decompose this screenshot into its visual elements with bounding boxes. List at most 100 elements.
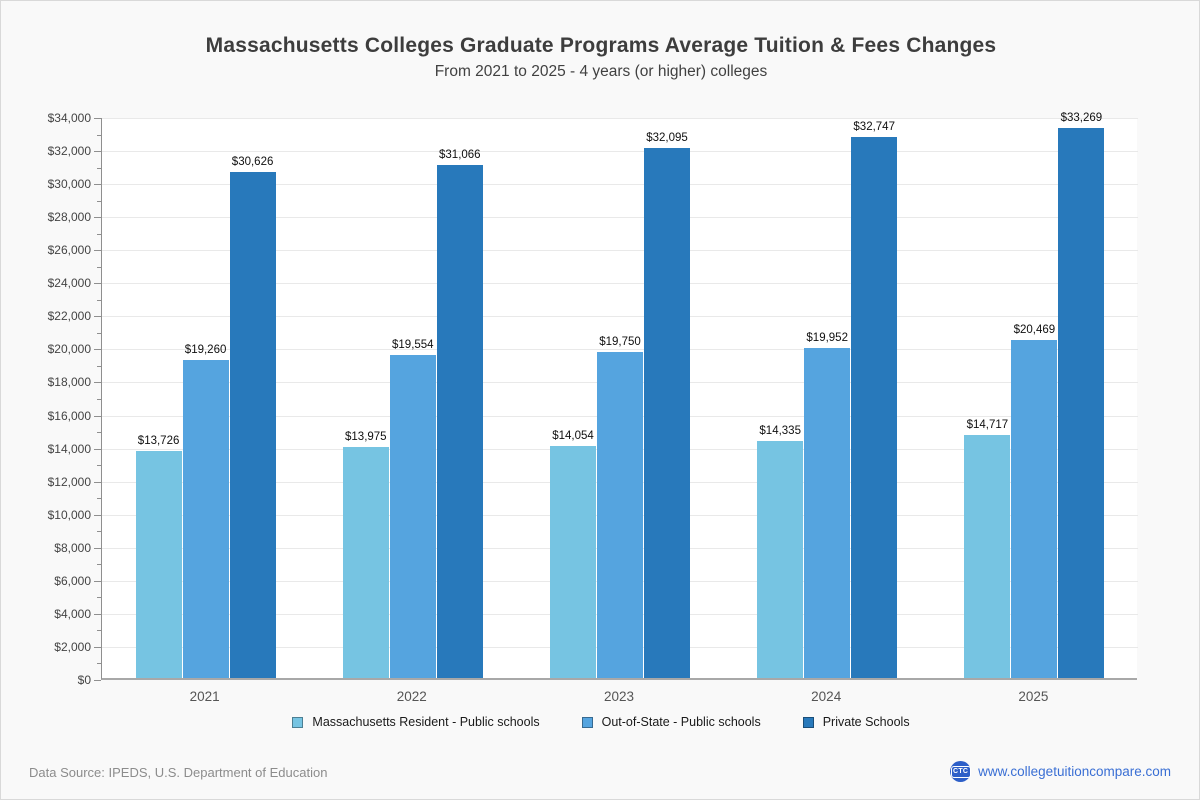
bar-value-label: $14,335 bbox=[759, 425, 801, 438]
y-major-tick bbox=[94, 118, 101, 119]
bar-value-label: $32,747 bbox=[853, 120, 895, 133]
y-minor-tick bbox=[97, 597, 101, 599]
y-axis-label: $34,000 bbox=[47, 111, 91, 125]
y-minor-tick bbox=[97, 332, 101, 334]
bar-value-label: $13,975 bbox=[345, 431, 387, 444]
y-axis-label: $24,000 bbox=[47, 276, 91, 291]
gridline bbox=[102, 250, 1138, 252]
y-minor-tick bbox=[97, 663, 101, 665]
x-axis-label-2021: 2021 bbox=[189, 689, 220, 704]
y-minor-tick bbox=[97, 134, 101, 136]
y-axis-label: $0 bbox=[77, 673, 91, 687]
y-major-tick bbox=[94, 580, 101, 582]
y-minor-tick bbox=[97, 465, 101, 467]
plot-area: $13,726 $19,260 $30,626 $13,975 $19,554 $31,0… bbox=[101, 112, 1138, 680]
y-major-tick bbox=[94, 316, 101, 318]
y-axis-label: $2,000 bbox=[54, 639, 91, 654]
bar-private-schools-2023[interactable] bbox=[644, 147, 690, 678]
bar-private-schools-2021[interactable] bbox=[229, 171, 276, 678]
bar-massachusetts-resident-public-schools-2021[interactable] bbox=[135, 451, 182, 678]
y-axis-label: $18,000 bbox=[47, 375, 91, 390]
y-axis-label: $10,000 bbox=[47, 507, 91, 522]
y-axis-label: $4,000 bbox=[54, 606, 91, 621]
y-axis-label: $32,000 bbox=[47, 144, 91, 159]
y-minor-tick bbox=[97, 564, 101, 566]
gridline bbox=[102, 217, 1138, 219]
y-major-tick bbox=[94, 646, 101, 648]
y-major-tick bbox=[94, 151, 101, 153]
y-axis-label: $6,000 bbox=[54, 573, 91, 588]
bar-value-label: $32,095 bbox=[646, 131, 688, 144]
bar-value-label: $20,469 bbox=[1013, 323, 1056, 336]
y-minor-tick bbox=[97, 200, 101, 202]
x-axis-label-2024: 2024 bbox=[811, 689, 842, 704]
bar-massachusetts-resident-public-schools-2022[interactable] bbox=[342, 447, 389, 678]
y-minor-tick bbox=[97, 531, 101, 533]
y-major-tick bbox=[94, 481, 101, 483]
y-major-tick bbox=[94, 217, 101, 219]
bar-value-label: $14,717 bbox=[966, 418, 1009, 431]
y-minor-tick bbox=[97, 266, 101, 268]
y-minor-tick bbox=[97, 498, 101, 500]
y-minor-tick bbox=[97, 233, 101, 235]
y-major-tick bbox=[94, 250, 101, 252]
legend-item-out-of-state-public-schools[interactable]: Out-of-State - Public schools bbox=[581, 715, 761, 729]
bar-value-label: $19,554 bbox=[392, 338, 434, 351]
x-axis-label-2025: 2025 bbox=[1018, 689, 1049, 704]
gridline bbox=[102, 283, 1138, 285]
bar-private-schools-2022[interactable] bbox=[436, 164, 483, 678]
bar-private-schools-2024[interactable] bbox=[851, 136, 898, 678]
x-axis-label-2023: 2023 bbox=[603, 689, 635, 704]
legend: Massachusetts Resident - Public schools O… bbox=[1, 715, 1199, 729]
bar-out-of-state-public-schools-2023[interactable] bbox=[597, 351, 643, 678]
y-axis-label: $26,000 bbox=[47, 243, 91, 258]
y-minor-tick bbox=[97, 299, 101, 301]
bar-out-of-state-public-schools-2022[interactable] bbox=[389, 354, 436, 678]
bar-massachusetts-resident-public-schools-2023[interactable] bbox=[550, 445, 596, 678]
bar-value-label: $19,750 bbox=[599, 335, 641, 348]
y-major-tick bbox=[94, 382, 101, 384]
legend-marker-icon bbox=[802, 716, 814, 728]
y-major-tick bbox=[94, 680, 101, 681]
legend-label: Massachusetts Resident - Public schools bbox=[312, 715, 540, 729]
legend-item-private-schools[interactable]: Private Schools bbox=[802, 715, 910, 729]
legend-marker-icon bbox=[292, 716, 304, 728]
bar-value-label: $31,066 bbox=[439, 148, 481, 161]
y-minor-tick bbox=[97, 432, 101, 434]
gridline bbox=[102, 151, 1138, 153]
bar-private-schools-2025[interactable] bbox=[1058, 128, 1105, 678]
data-source-note: Data Source: IPEDS, U.S. Department of E… bbox=[29, 765, 328, 780]
ctc-logo-icon: CTC bbox=[950, 761, 972, 782]
y-major-tick bbox=[94, 613, 101, 615]
bar-value-label: $30,626 bbox=[231, 155, 274, 168]
website-link[interactable]: CTC www.collegetuitioncompare.com bbox=[950, 761, 1171, 782]
bar-massachusetts-resident-public-schools-2024[interactable] bbox=[757, 441, 804, 678]
bar-out-of-state-public-schools-2025[interactable] bbox=[1011, 339, 1058, 678]
y-minor-tick bbox=[97, 365, 101, 367]
gridline bbox=[102, 184, 1138, 186]
y-minor-tick bbox=[97, 399, 101, 400]
y-axis-label: $30,000 bbox=[47, 177, 91, 192]
y-axis-label: $14,000 bbox=[47, 441, 91, 456]
bar-value-label: $19,952 bbox=[806, 332, 848, 345]
legend-label: Private Schools bbox=[822, 715, 910, 729]
legend-marker-icon bbox=[581, 716, 593, 728]
gridline bbox=[102, 349, 1138, 351]
bar-out-of-state-public-schools-2021[interactable] bbox=[182, 359, 229, 678]
y-major-tick bbox=[94, 415, 101, 417]
y-axis-label: $12,000 bbox=[47, 474, 91, 489]
gridline bbox=[102, 316, 1138, 318]
legend-label: Out-of-State - Public schools bbox=[601, 715, 761, 729]
y-major-tick bbox=[94, 448, 101, 450]
y-axis-label: $8,000 bbox=[54, 540, 91, 555]
gridline bbox=[102, 118, 1138, 119]
y-major-tick bbox=[94, 184, 101, 186]
ctc-logo-text: CTC bbox=[950, 765, 971, 778]
y-minor-tick bbox=[97, 167, 101, 169]
bar-value-label: $14,054 bbox=[552, 429, 594, 442]
bar-out-of-state-public-schools-2024[interactable] bbox=[804, 348, 851, 678]
bar-massachusetts-resident-public-schools-2025[interactable] bbox=[964, 434, 1011, 678]
y-major-tick bbox=[94, 547, 101, 549]
legend-item-massachusetts-resident-public-schools[interactable]: Massachusetts Resident - Public schools bbox=[292, 715, 540, 729]
y-minor-tick bbox=[97, 630, 101, 632]
